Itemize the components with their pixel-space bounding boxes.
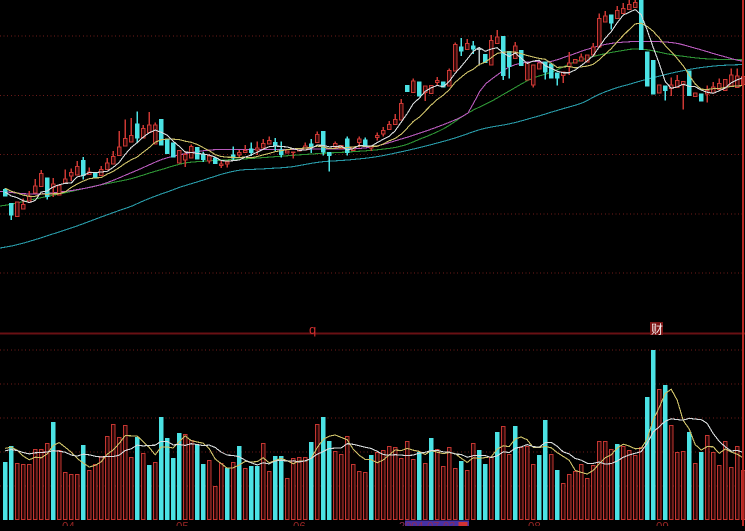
svg-text:财: 财: [651, 323, 663, 337]
svg-text:04: 04: [62, 522, 75, 527]
svg-text:05: 05: [176, 522, 189, 527]
svg-text:2004-07-02: 2004-07-02: [399, 521, 455, 527]
svg-text:q: q: [309, 322, 316, 337]
svg-text:08: 08: [528, 522, 541, 527]
svg-text:09: 09: [656, 522, 669, 527]
svg-text:06: 06: [293, 522, 306, 527]
